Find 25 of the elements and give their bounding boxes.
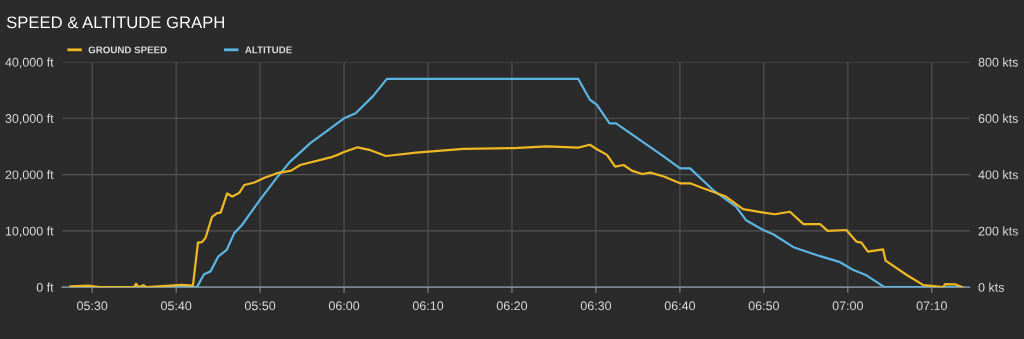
y-tick-label: 30,000 ft: [5, 113, 54, 125]
y-tick-label: 20,000 ft: [5, 170, 54, 181]
y2-tick-label: 200 kts: [978, 226, 1018, 236]
x-tick-label: 07:00: [832, 301, 863, 311]
y2-tick-label: 600 kts: [978, 113, 1018, 123]
y2-tick-label: 800 kts: [978, 57, 1018, 67]
y-tick-label: 0 ft: [36, 282, 54, 292]
y-tick-label: 40,000 ft: [5, 57, 54, 69]
x-tick-label: 06:30: [580, 301, 612, 311]
legend-label: GROUND SPEED: [88, 46, 167, 54]
x-tick-label: 05:50: [244, 301, 276, 311]
y-tick-label: 10,000 ft: [5, 226, 54, 237]
x-tick-label: 05:30: [77, 301, 108, 311]
line-series: [69, 143, 964, 288]
x-tick-label: 05:40: [161, 301, 192, 311]
x-tick-label: 06:10: [412, 301, 444, 311]
x-tick-label: 06:20: [496, 301, 528, 311]
x-tick-label: 07:10: [916, 301, 947, 311]
x-tick-label: 06:50: [748, 301, 779, 311]
legend-label: ALTITUDE: [245, 46, 292, 54]
x-tick-label: 06:00: [328, 301, 360, 311]
y2-tick-label: 0 kts: [978, 282, 1005, 292]
x-tick-label: 06:40: [664, 301, 696, 311]
y2-tick-label: 400 kts: [978, 170, 1018, 180]
chart-title: SPEED & ALTITUDE GRAPH: [6, 16, 224, 29]
